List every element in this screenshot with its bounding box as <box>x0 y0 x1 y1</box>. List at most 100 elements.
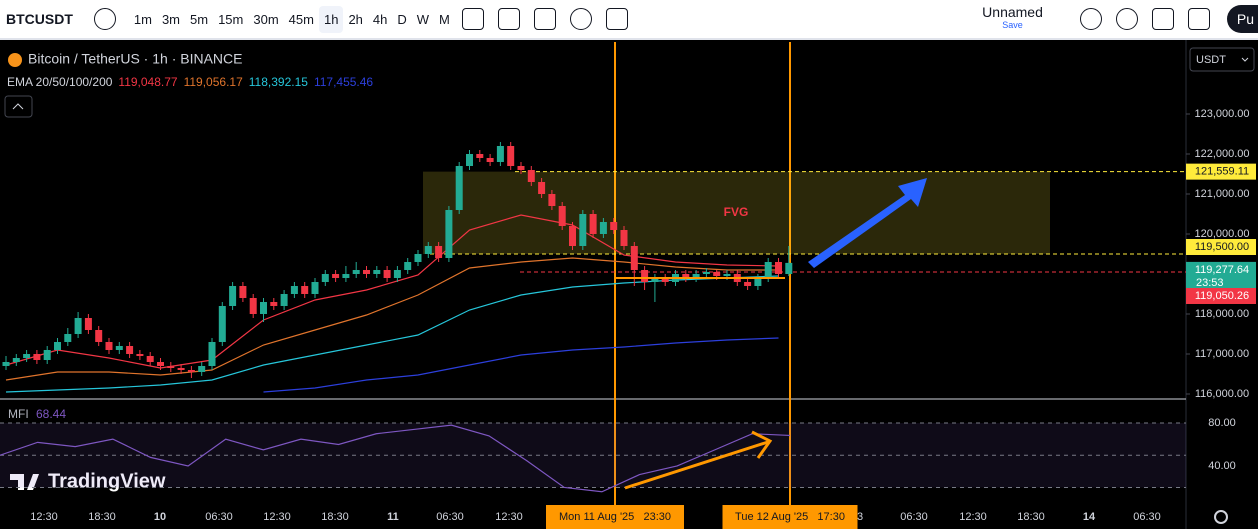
interval[interactable]: 5m <box>190 11 209 27</box>
candle-body <box>239 286 247 298</box>
candle-body <box>95 330 103 342</box>
price-label-box <box>1186 239 1256 255</box>
candle-body <box>651 278 659 282</box>
candle-body <box>466 154 473 166</box>
candle-body <box>548 194 556 206</box>
candle-body <box>23 354 31 358</box>
layouts[interactable] <box>533 8 556 30</box>
currency-select[interactable] <box>1189 47 1255 72</box>
candle-body <box>363 270 370 274</box>
collapse-button[interactable] <box>4 95 33 118</box>
interval[interactable]: 3m <box>161 11 181 27</box>
interval[interactable]: 1h <box>318 5 344 33</box>
intervals: 1m 3m 5m 15m 30m 45m 1h 2h 4h D W M <box>129 5 455 33</box>
settings[interactable] <box>1115 8 1138 30</box>
mfi-tick-label: 80.00 <box>1208 417 1236 429</box>
search[interactable] <box>1079 8 1102 30</box>
candle-body <box>157 362 164 366</box>
x-highlight-label: Mon 11 Aug '25 23:30 <box>559 511 671 523</box>
candle-body <box>785 262 793 274</box>
interval[interactable]: W <box>416 11 430 27</box>
interval[interactable]: 45m <box>288 11 314 27</box>
x-tick-label: 06:30 <box>900 511 928 523</box>
y-tick-label: 120,000.00 <box>1194 228 1249 240</box>
collapse-icon <box>12 103 24 110</box>
candle-body <box>64 334 72 342</box>
price-label-box <box>1186 287 1256 304</box>
publish[interactable]: Pu <box>1226 5 1258 33</box>
x-highlight <box>546 505 684 529</box>
candle-body <box>599 222 607 234</box>
candle-body <box>311 282 319 294</box>
candle-body <box>692 274 700 278</box>
arrow <box>808 178 927 268</box>
x-tick-label: 12:30 <box>263 511 291 523</box>
interval[interactable]: D <box>397 11 407 27</box>
candle-body <box>280 294 288 306</box>
candle-body <box>43 350 51 360</box>
countdown: 23:53 <box>1196 277 1224 289</box>
candle-body <box>445 210 453 258</box>
candle-body <box>527 170 535 182</box>
replay[interactable] <box>605 8 628 30</box>
mfi-label: MFI <box>8 407 29 421</box>
candle-body <box>775 262 782 274</box>
candle-body <box>713 272 721 276</box>
candle-body <box>414 254 422 262</box>
candle-body <box>321 274 329 282</box>
y-tick-label: 123,000.00 <box>1194 108 1249 120</box>
x-tick-label: 12:30 <box>495 511 523 523</box>
candle-body <box>435 246 443 258</box>
candle-body <box>2 362 10 366</box>
interval[interactable]: 30m <box>253 11 279 27</box>
candle-body <box>455 166 463 210</box>
candle-body <box>641 270 649 282</box>
interval[interactable]: 1m <box>133 11 152 27</box>
interval[interactable]: M <box>439 11 450 27</box>
chart-type[interactable] <box>461 8 484 30</box>
candle-body <box>661 278 669 282</box>
ema-value: 119,048.77 <box>118 75 177 89</box>
candle-body <box>424 246 432 254</box>
save[interactable]: Save <box>1002 20 1023 30</box>
candle-body <box>744 282 752 286</box>
ema-value: 118,392.15 <box>249 75 308 89</box>
price-label: 121,559.11 <box>1195 166 1249 178</box>
candle-body <box>167 366 175 368</box>
mfi-line <box>0 424 791 493</box>
candle-body <box>187 370 195 372</box>
alert[interactable] <box>569 8 592 30</box>
candle-body <box>290 286 298 294</box>
x-tick-label: 12:30 <box>30 511 58 523</box>
price-label: 119,277.64 <box>1195 264 1249 276</box>
candle-body <box>476 154 484 158</box>
candle-body <box>352 270 360 274</box>
snapshot[interactable] <box>1187 8 1210 30</box>
x-tick-label: 11 <box>387 511 399 523</box>
interval[interactable]: 15m <box>218 11 244 27</box>
layout[interactable]: Unnamed Save <box>982 5 1043 32</box>
zone-label: FVG <box>724 205 749 219</box>
add-symbol[interactable] <box>93 8 116 30</box>
candle-body <box>136 354 144 356</box>
candle-body <box>404 262 412 270</box>
candle-body <box>383 270 391 278</box>
interval[interactable]: 4h <box>372 11 388 27</box>
interval[interactable]: 2h <box>348 11 363 27</box>
candle-body <box>332 274 340 278</box>
candle-body <box>260 302 267 314</box>
candle-body <box>146 356 154 362</box>
symbol-logo <box>8 53 22 67</box>
candle-body <box>569 226 576 246</box>
symbol[interactable]: BTCUSDT <box>6 11 73 27</box>
mfi-value: 68.44 <box>36 407 66 421</box>
candle-body <box>764 262 772 278</box>
ema-value: 119,056.17 <box>184 75 243 89</box>
candle-body <box>558 206 566 226</box>
fvg-zone <box>423 171 1050 254</box>
candle-body <box>579 214 587 246</box>
candle-body <box>486 158 494 162</box>
fullscreen[interactable] <box>1151 8 1174 30</box>
indicators[interactable] <box>497 8 520 30</box>
